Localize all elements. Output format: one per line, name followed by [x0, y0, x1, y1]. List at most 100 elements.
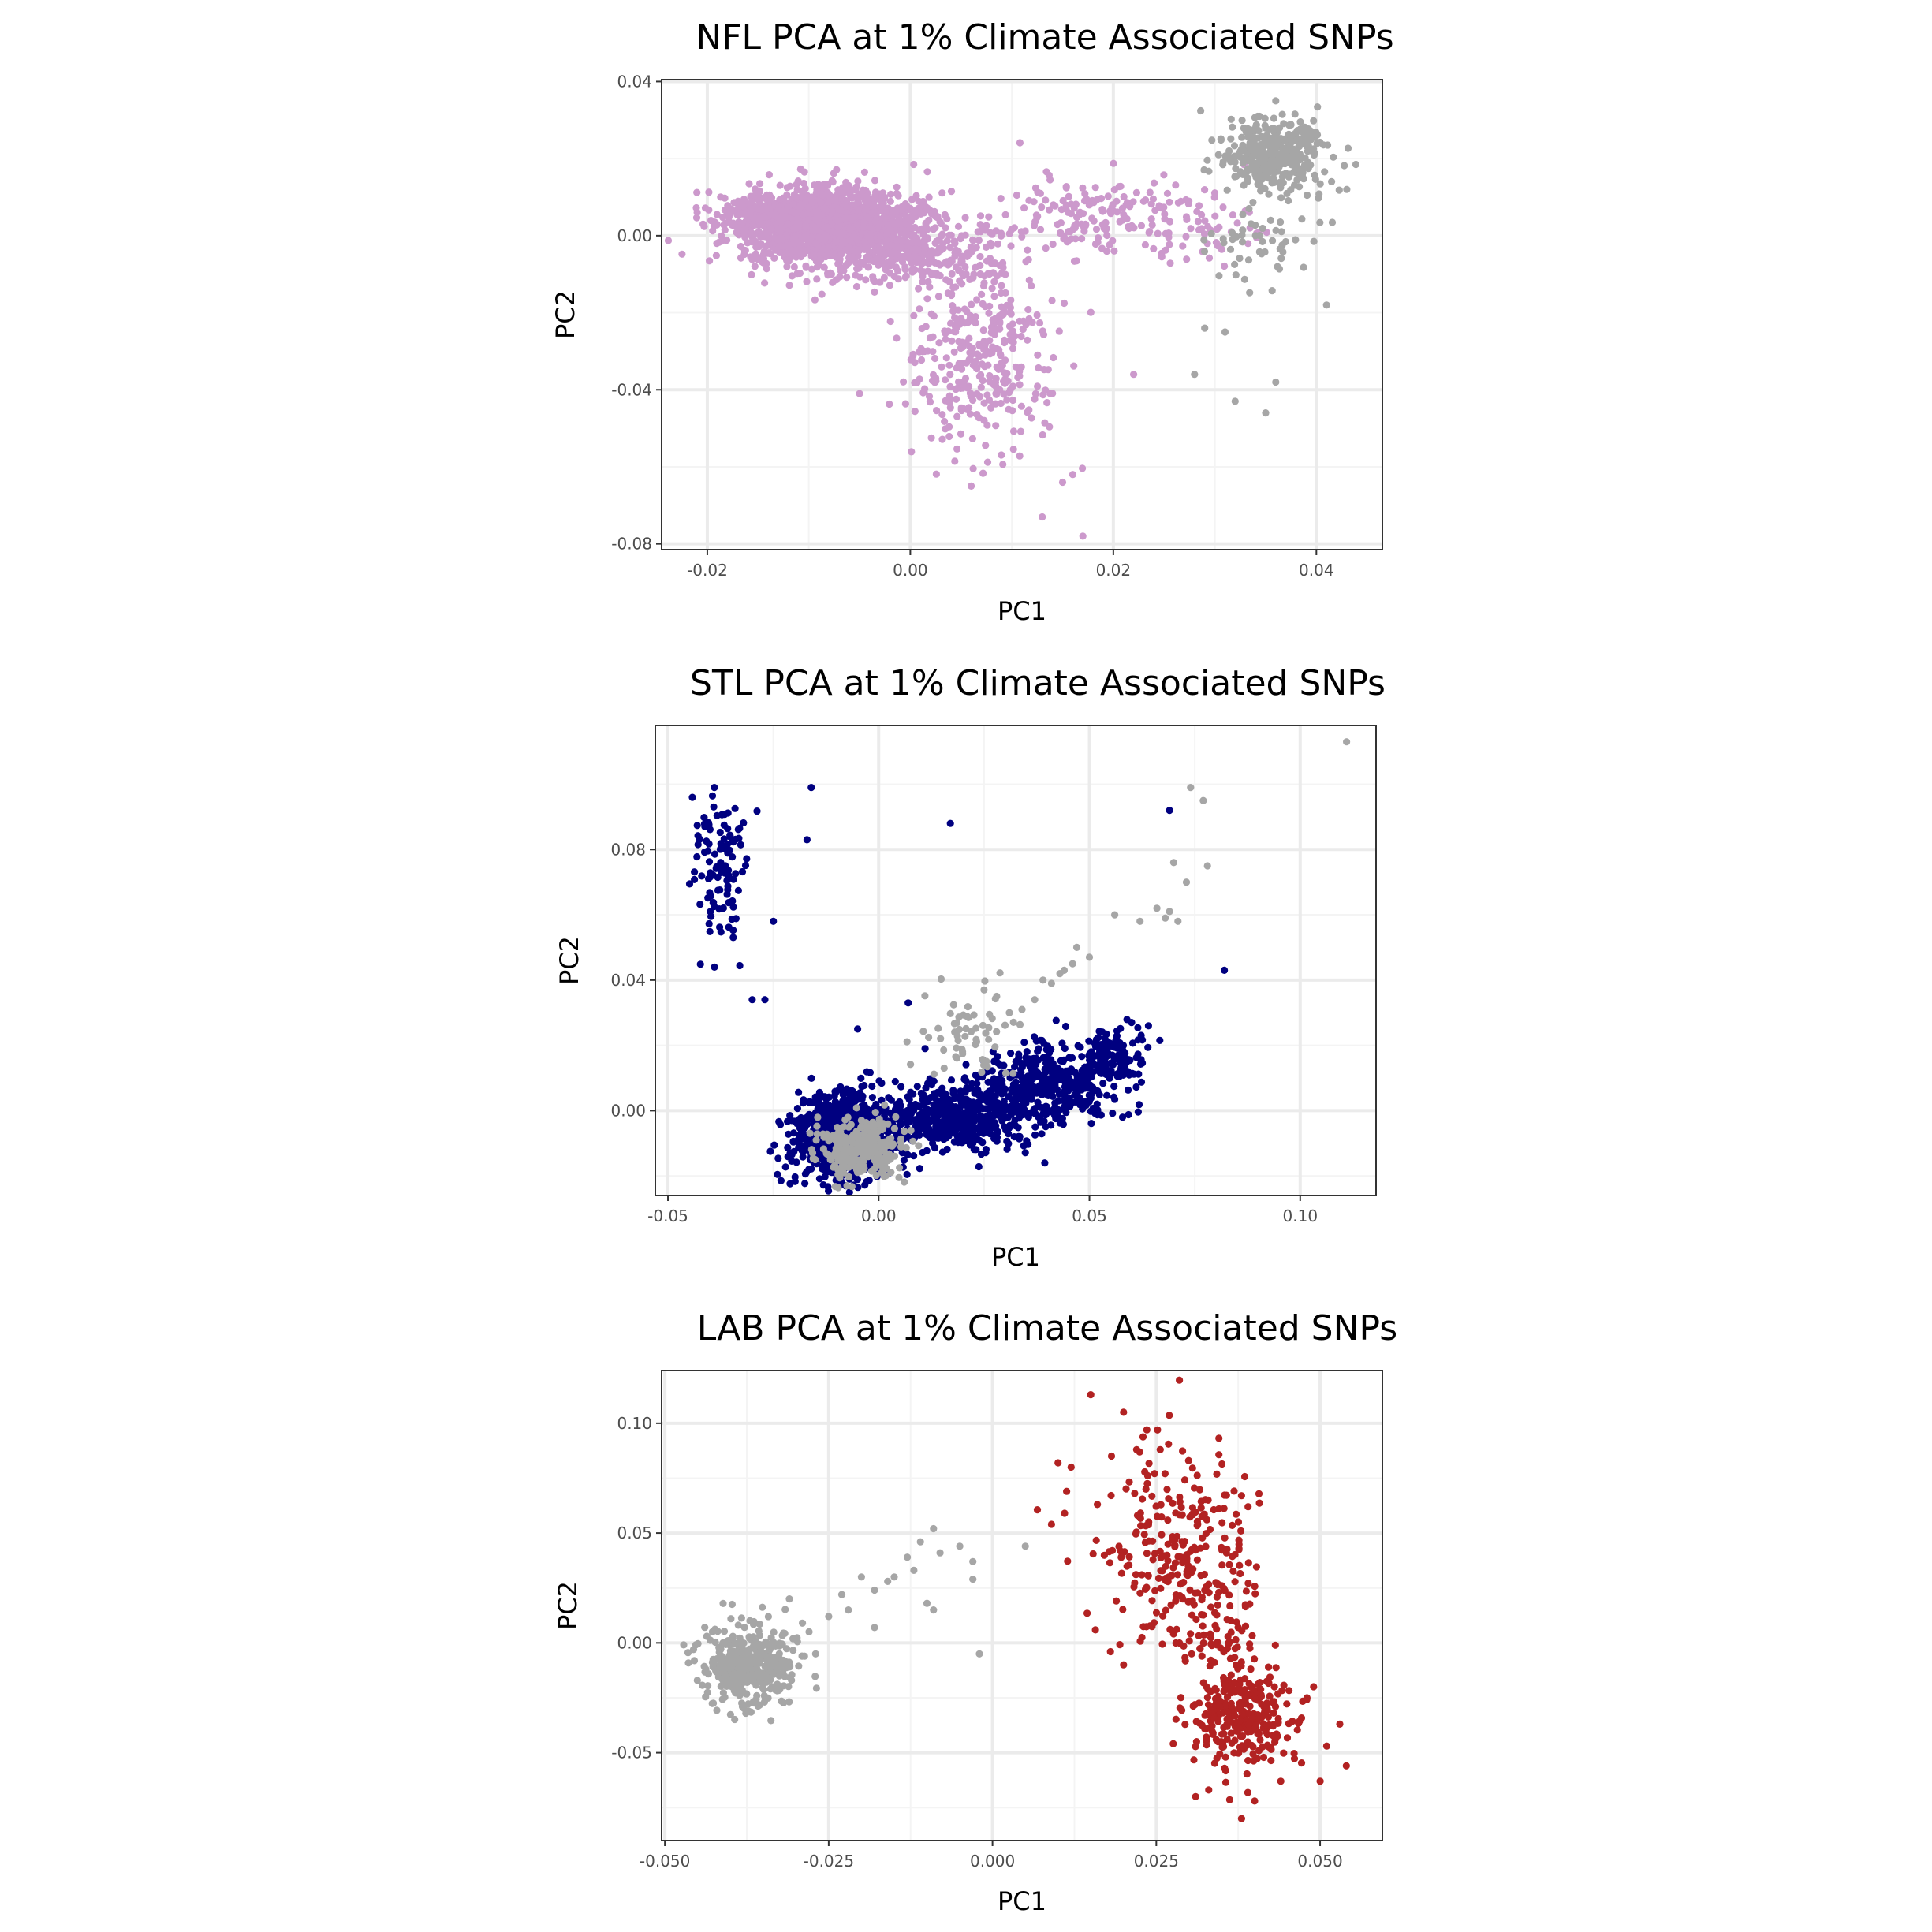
nfl-nfl-point [829, 278, 837, 286]
nfl-nfl-point [934, 293, 942, 300]
nfl-reference-point [1252, 121, 1260, 129]
stl-stl-point [1021, 1149, 1029, 1157]
nfl-nfl-point [904, 248, 912, 256]
stl-stl-point [991, 1092, 999, 1100]
stl-stl-point [1020, 1142, 1028, 1150]
stl-stl-point [1103, 1091, 1111, 1099]
stl-stl-point [863, 1177, 871, 1185]
nfl-nfl-point [947, 319, 955, 327]
stl-stl-point [945, 1132, 953, 1140]
stl-stl-point [1015, 1132, 1023, 1140]
nfl-nfl-point [941, 417, 949, 426]
nfl-nfl-point [908, 267, 916, 274]
nfl-nfl-point [1016, 372, 1024, 380]
nfl-nfl-point [992, 375, 1000, 382]
nfl-reference-point [1214, 151, 1222, 159]
nfl-nfl-point [1195, 226, 1203, 234]
nfl-nfl-point [890, 272, 898, 281]
nfl-nfl-point [1038, 203, 1046, 211]
nfl-nfl-point [765, 171, 774, 179]
nfl-nfl-point [1003, 301, 1011, 309]
nfl-reference-point [1268, 287, 1276, 295]
nfl-reference-point [1270, 114, 1277, 122]
nfl-nfl-point [907, 356, 915, 364]
nfl-nfl-point [920, 268, 928, 276]
nfl-reference-point [1239, 238, 1247, 246]
nfl-nfl-point [793, 181, 800, 188]
nfl-nfl-point [871, 288, 878, 296]
nfl-nfl-point [1049, 241, 1057, 248]
nfl-nfl-point [778, 224, 785, 232]
stl-stl-point [912, 1121, 920, 1128]
nfl-reference-point [1247, 220, 1255, 228]
nfl-y-tick-label: -0.04 [611, 380, 652, 399]
nfl-reference-point [1254, 152, 1262, 160]
nfl-nfl-point [1001, 211, 1009, 218]
nfl-nfl-point [1147, 215, 1155, 223]
nfl-nfl-point [724, 202, 732, 210]
nfl-nfl-point [1072, 200, 1080, 208]
stl-stl-point [1125, 1086, 1132, 1094]
nfl-reference-point [1264, 137, 1273, 145]
nfl-nfl-point [925, 193, 933, 201]
nfl-nfl-point [1163, 189, 1172, 197]
nfl-nfl-point [955, 267, 963, 274]
stl-stl-point [1017, 1065, 1025, 1074]
nfl-nfl-point [976, 212, 985, 220]
nfl-nfl-point [834, 217, 842, 225]
nfl-nfl-point [929, 348, 937, 356]
stl-stl-point [1005, 1139, 1013, 1147]
nfl-nfl-point [760, 248, 768, 255]
nfl-nfl-point [846, 226, 854, 233]
stl-stl-point [1028, 1055, 1036, 1063]
nfl-nfl-point [946, 371, 954, 379]
stl-stl-point [860, 1110, 868, 1117]
nfl-nfl-point [991, 259, 999, 267]
nfl-nfl-point [1082, 220, 1090, 228]
nfl-nfl-point [774, 203, 783, 211]
nfl-reference-point [1248, 159, 1256, 167]
stl-stl-point [943, 1109, 951, 1117]
nfl-nfl-point [1179, 242, 1187, 250]
stl-stl-point [1047, 1121, 1055, 1129]
nfl-reference-point [1231, 260, 1239, 268]
nfl-reference-point [1277, 218, 1285, 226]
nfl-nfl-point [1009, 446, 1017, 453]
stl-stl-point [1041, 1159, 1049, 1167]
nfl-nfl-point [973, 411, 981, 419]
nfl-nfl-point [1079, 184, 1087, 192]
nfl-nfl-point [969, 464, 977, 472]
nfl-nfl-point [879, 189, 887, 197]
nfl-nfl-point [863, 253, 871, 261]
nfl-nfl-point [802, 231, 810, 239]
nfl-nfl-point [880, 274, 888, 282]
stl-stl-point [777, 1177, 785, 1184]
stl-stl-point [1110, 1083, 1118, 1091]
nfl-nfl-point [1107, 210, 1115, 218]
nfl-nfl-point [894, 192, 902, 200]
nfl-nfl-point [1048, 297, 1056, 304]
nfl-nfl-point [925, 393, 934, 401]
nfl-nfl-point [1016, 139, 1024, 147]
nfl-nfl-point [856, 390, 863, 397]
nfl-nfl-point [832, 238, 840, 246]
stl-stl-point [774, 1154, 782, 1162]
nfl-nfl-point [932, 470, 940, 478]
stl-stl-point [800, 1096, 807, 1104]
stl-stl-point [968, 1134, 976, 1143]
stl-stl-point [781, 1163, 789, 1171]
nfl-nfl-point [1035, 364, 1042, 372]
nfl-nfl-point [834, 229, 842, 237]
nfl-nfl-point [1132, 188, 1140, 196]
nfl-nfl-point [959, 404, 967, 412]
stl-stl-point [796, 1137, 804, 1145]
nfl-nfl-point [1042, 196, 1050, 204]
nfl-nfl-point [937, 246, 945, 254]
nfl-nfl-point [1221, 262, 1229, 270]
stl-stl-point [766, 1147, 774, 1155]
nfl-nfl-point [1046, 206, 1054, 214]
nfl-nfl-point [808, 199, 816, 207]
nfl-nfl-point [969, 396, 977, 405]
nfl-nfl-point [942, 224, 949, 232]
nfl-reference-point [1270, 174, 1277, 182]
